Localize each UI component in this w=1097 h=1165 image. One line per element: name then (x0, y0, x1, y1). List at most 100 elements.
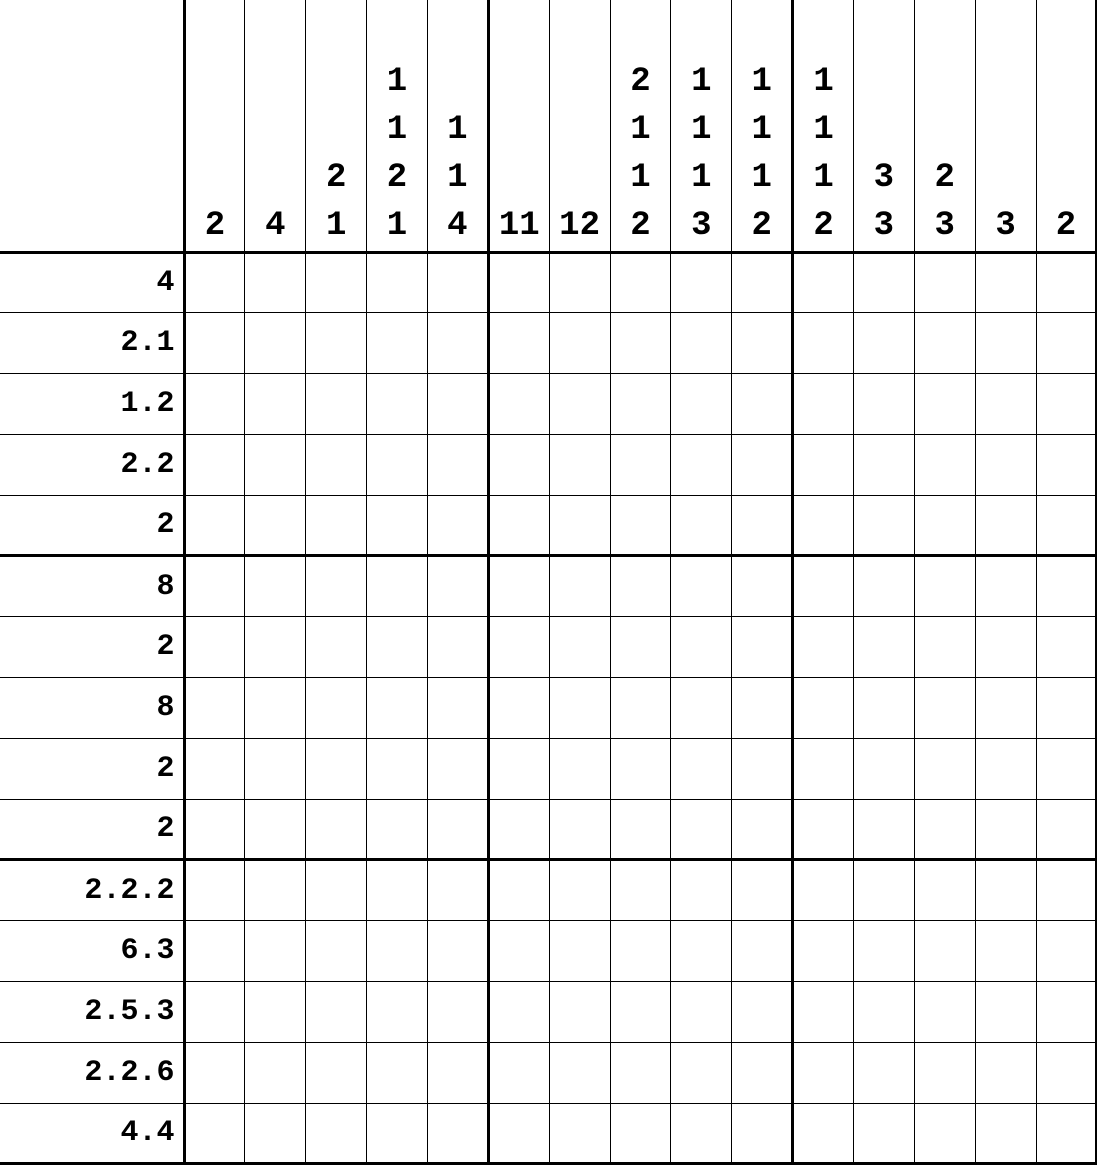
grid-cell[interactable] (549, 1042, 610, 1103)
grid-cell[interactable] (793, 434, 854, 495)
grid-cell[interactable] (549, 252, 610, 313)
grid-cell[interactable] (488, 556, 549, 617)
grid-cell[interactable] (245, 860, 306, 921)
grid-cell[interactable] (245, 1042, 306, 1103)
grid-cell[interactable] (549, 617, 610, 678)
grid-cell[interactable] (732, 860, 793, 921)
grid-cell[interactable] (1036, 495, 1097, 556)
grid-cell[interactable] (306, 556, 367, 617)
grid-cell[interactable] (671, 1103, 732, 1164)
grid-cell[interactable] (975, 556, 1036, 617)
grid-cell[interactable] (914, 617, 975, 678)
grid-cell[interactable] (853, 678, 914, 739)
grid-cell[interactable] (367, 495, 428, 556)
grid-cell[interactable] (367, 1103, 428, 1164)
grid-cell[interactable] (610, 495, 671, 556)
grid-cell[interactable] (184, 1103, 245, 1164)
grid-cell[interactable] (671, 434, 732, 495)
grid-cell[interactable] (306, 678, 367, 739)
grid-cell[interactable] (732, 1042, 793, 1103)
grid-cell[interactable] (610, 617, 671, 678)
grid-cell[interactable] (549, 860, 610, 921)
grid-cell[interactable] (610, 678, 671, 739)
grid-cell[interactable] (853, 860, 914, 921)
grid-cell[interactable] (184, 799, 245, 860)
grid-cell[interactable] (488, 1103, 549, 1164)
grid-cell[interactable] (367, 982, 428, 1043)
grid-cell[interactable] (914, 252, 975, 313)
grid-cell[interactable] (306, 982, 367, 1043)
grid-cell[interactable] (184, 982, 245, 1043)
grid-cell[interactable] (549, 434, 610, 495)
grid-cell[interactable] (1036, 1042, 1097, 1103)
grid-cell[interactable] (245, 434, 306, 495)
grid-cell[interactable] (1036, 982, 1097, 1043)
grid-cell[interactable] (1036, 252, 1097, 313)
grid-cell[interactable] (671, 495, 732, 556)
grid-cell[interactable] (488, 617, 549, 678)
grid-cell[interactable] (306, 434, 367, 495)
grid-cell[interactable] (793, 921, 854, 982)
grid-cell[interactable] (427, 799, 488, 860)
grid-cell[interactable] (488, 738, 549, 799)
grid-cell[interactable] (549, 556, 610, 617)
grid-cell[interactable] (914, 678, 975, 739)
grid-cell[interactable] (367, 860, 428, 921)
grid-cell[interactable] (427, 252, 488, 313)
grid-cell[interactable] (184, 678, 245, 739)
grid-cell[interactable] (671, 678, 732, 739)
grid-cell[interactable] (245, 1103, 306, 1164)
grid-cell[interactable] (488, 1042, 549, 1103)
grid-cell[interactable] (184, 921, 245, 982)
grid-cell[interactable] (306, 617, 367, 678)
grid-cell[interactable] (975, 921, 1036, 982)
grid-cell[interactable] (975, 860, 1036, 921)
grid-cell[interactable] (1036, 617, 1097, 678)
grid-cell[interactable] (367, 921, 428, 982)
grid-cell[interactable] (975, 313, 1036, 374)
grid-cell[interactable] (671, 1042, 732, 1103)
grid-cell[interactable] (610, 374, 671, 435)
grid-cell[interactable] (853, 252, 914, 313)
grid-cell[interactable] (914, 556, 975, 617)
grid-cell[interactable] (914, 434, 975, 495)
grid-cell[interactable] (914, 860, 975, 921)
grid-cell[interactable] (732, 556, 793, 617)
grid-cell[interactable] (914, 374, 975, 435)
grid-cell[interactable] (853, 434, 914, 495)
grid-cell[interactable] (793, 1103, 854, 1164)
grid-cell[interactable] (367, 556, 428, 617)
grid-cell[interactable] (245, 738, 306, 799)
grid-cell[interactable] (427, 860, 488, 921)
grid-cell[interactable] (427, 495, 488, 556)
grid-cell[interactable] (853, 374, 914, 435)
grid-cell[interactable] (671, 921, 732, 982)
grid-cell[interactable] (975, 617, 1036, 678)
grid-cell[interactable] (1036, 678, 1097, 739)
grid-cell[interactable] (367, 1042, 428, 1103)
grid-cell[interactable] (1036, 738, 1097, 799)
grid-cell[interactable] (732, 921, 793, 982)
grid-cell[interactable] (549, 799, 610, 860)
grid-cell[interactable] (793, 799, 854, 860)
grid-cell[interactable] (975, 799, 1036, 860)
grid-cell[interactable] (184, 374, 245, 435)
grid-cell[interactable] (610, 1103, 671, 1164)
grid-cell[interactable] (914, 921, 975, 982)
grid-cell[interactable] (367, 313, 428, 374)
grid-cell[interactable] (732, 313, 793, 374)
grid-cell[interactable] (732, 252, 793, 313)
grid-cell[interactable] (184, 556, 245, 617)
grid-cell[interactable] (853, 617, 914, 678)
grid-cell[interactable] (671, 556, 732, 617)
grid-cell[interactable] (671, 982, 732, 1043)
grid-cell[interactable] (914, 799, 975, 860)
grid-cell[interactable] (732, 799, 793, 860)
grid-cell[interactable] (488, 495, 549, 556)
grid-cell[interactable] (793, 1042, 854, 1103)
grid-cell[interactable] (914, 738, 975, 799)
grid-cell[interactable] (610, 434, 671, 495)
grid-cell[interactable] (853, 799, 914, 860)
grid-cell[interactable] (245, 678, 306, 739)
grid-cell[interactable] (793, 374, 854, 435)
